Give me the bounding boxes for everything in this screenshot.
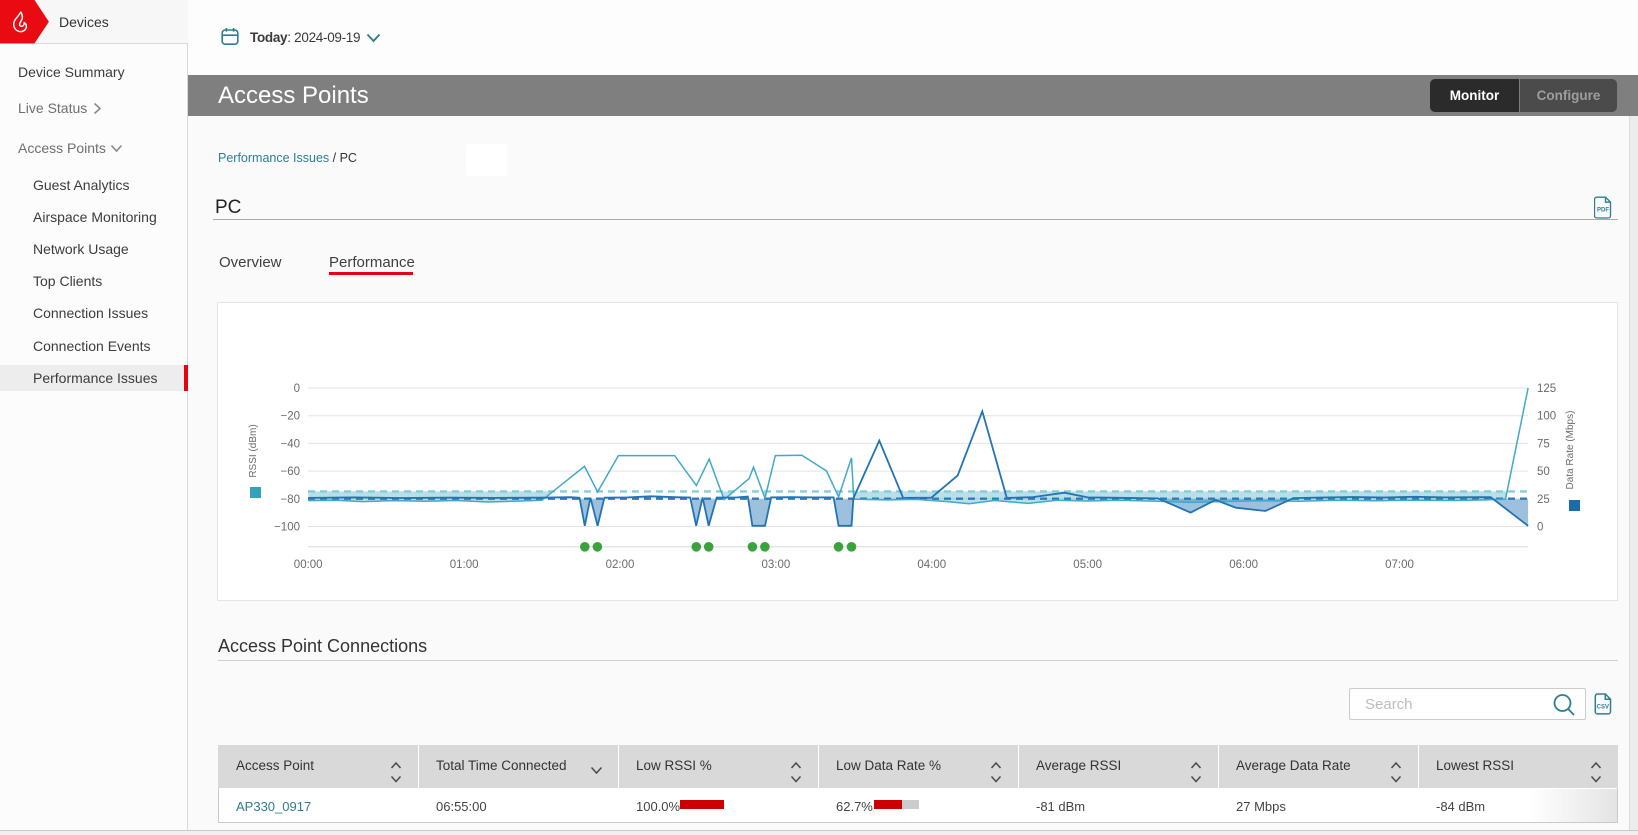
svg-text:−60: −60	[280, 466, 300, 478]
svg-text:Data Rate (Mbps): Data Rate (Mbps)	[1565, 411, 1576, 490]
svg-text:0: 0	[1537, 522, 1543, 534]
svg-text:05:00: 05:00	[1073, 559, 1102, 571]
svg-text:02:00: 02:00	[606, 559, 635, 571]
svg-text:50: 50	[1537, 466, 1550, 478]
svg-text:01:00: 01:00	[450, 559, 479, 571]
svg-text:−80: −80	[280, 494, 300, 506]
svg-text:00:00: 00:00	[294, 559, 323, 571]
svg-text:100: 100	[1537, 411, 1556, 423]
svg-text:−40: −40	[280, 438, 300, 450]
svg-text:04:00: 04:00	[917, 559, 946, 571]
svg-text:25: 25	[1537, 494, 1550, 506]
svg-text:0: 0	[294, 383, 300, 395]
svg-text:03:00: 03:00	[762, 559, 791, 571]
svg-text:06:00: 06:00	[1229, 559, 1258, 571]
svg-text:PDF: PDF	[1597, 208, 1609, 214]
svg-text:07:00: 07:00	[1385, 559, 1414, 571]
svg-text:125: 125	[1537, 383, 1556, 395]
svg-text:CSV: CSV	[1597, 705, 1609, 711]
svg-text:75: 75	[1537, 438, 1550, 450]
svg-text:−100: −100	[274, 522, 300, 534]
svg-text:−20: −20	[280, 411, 300, 423]
svg-text:RSSI (dBm): RSSI (dBm)	[248, 424, 259, 477]
